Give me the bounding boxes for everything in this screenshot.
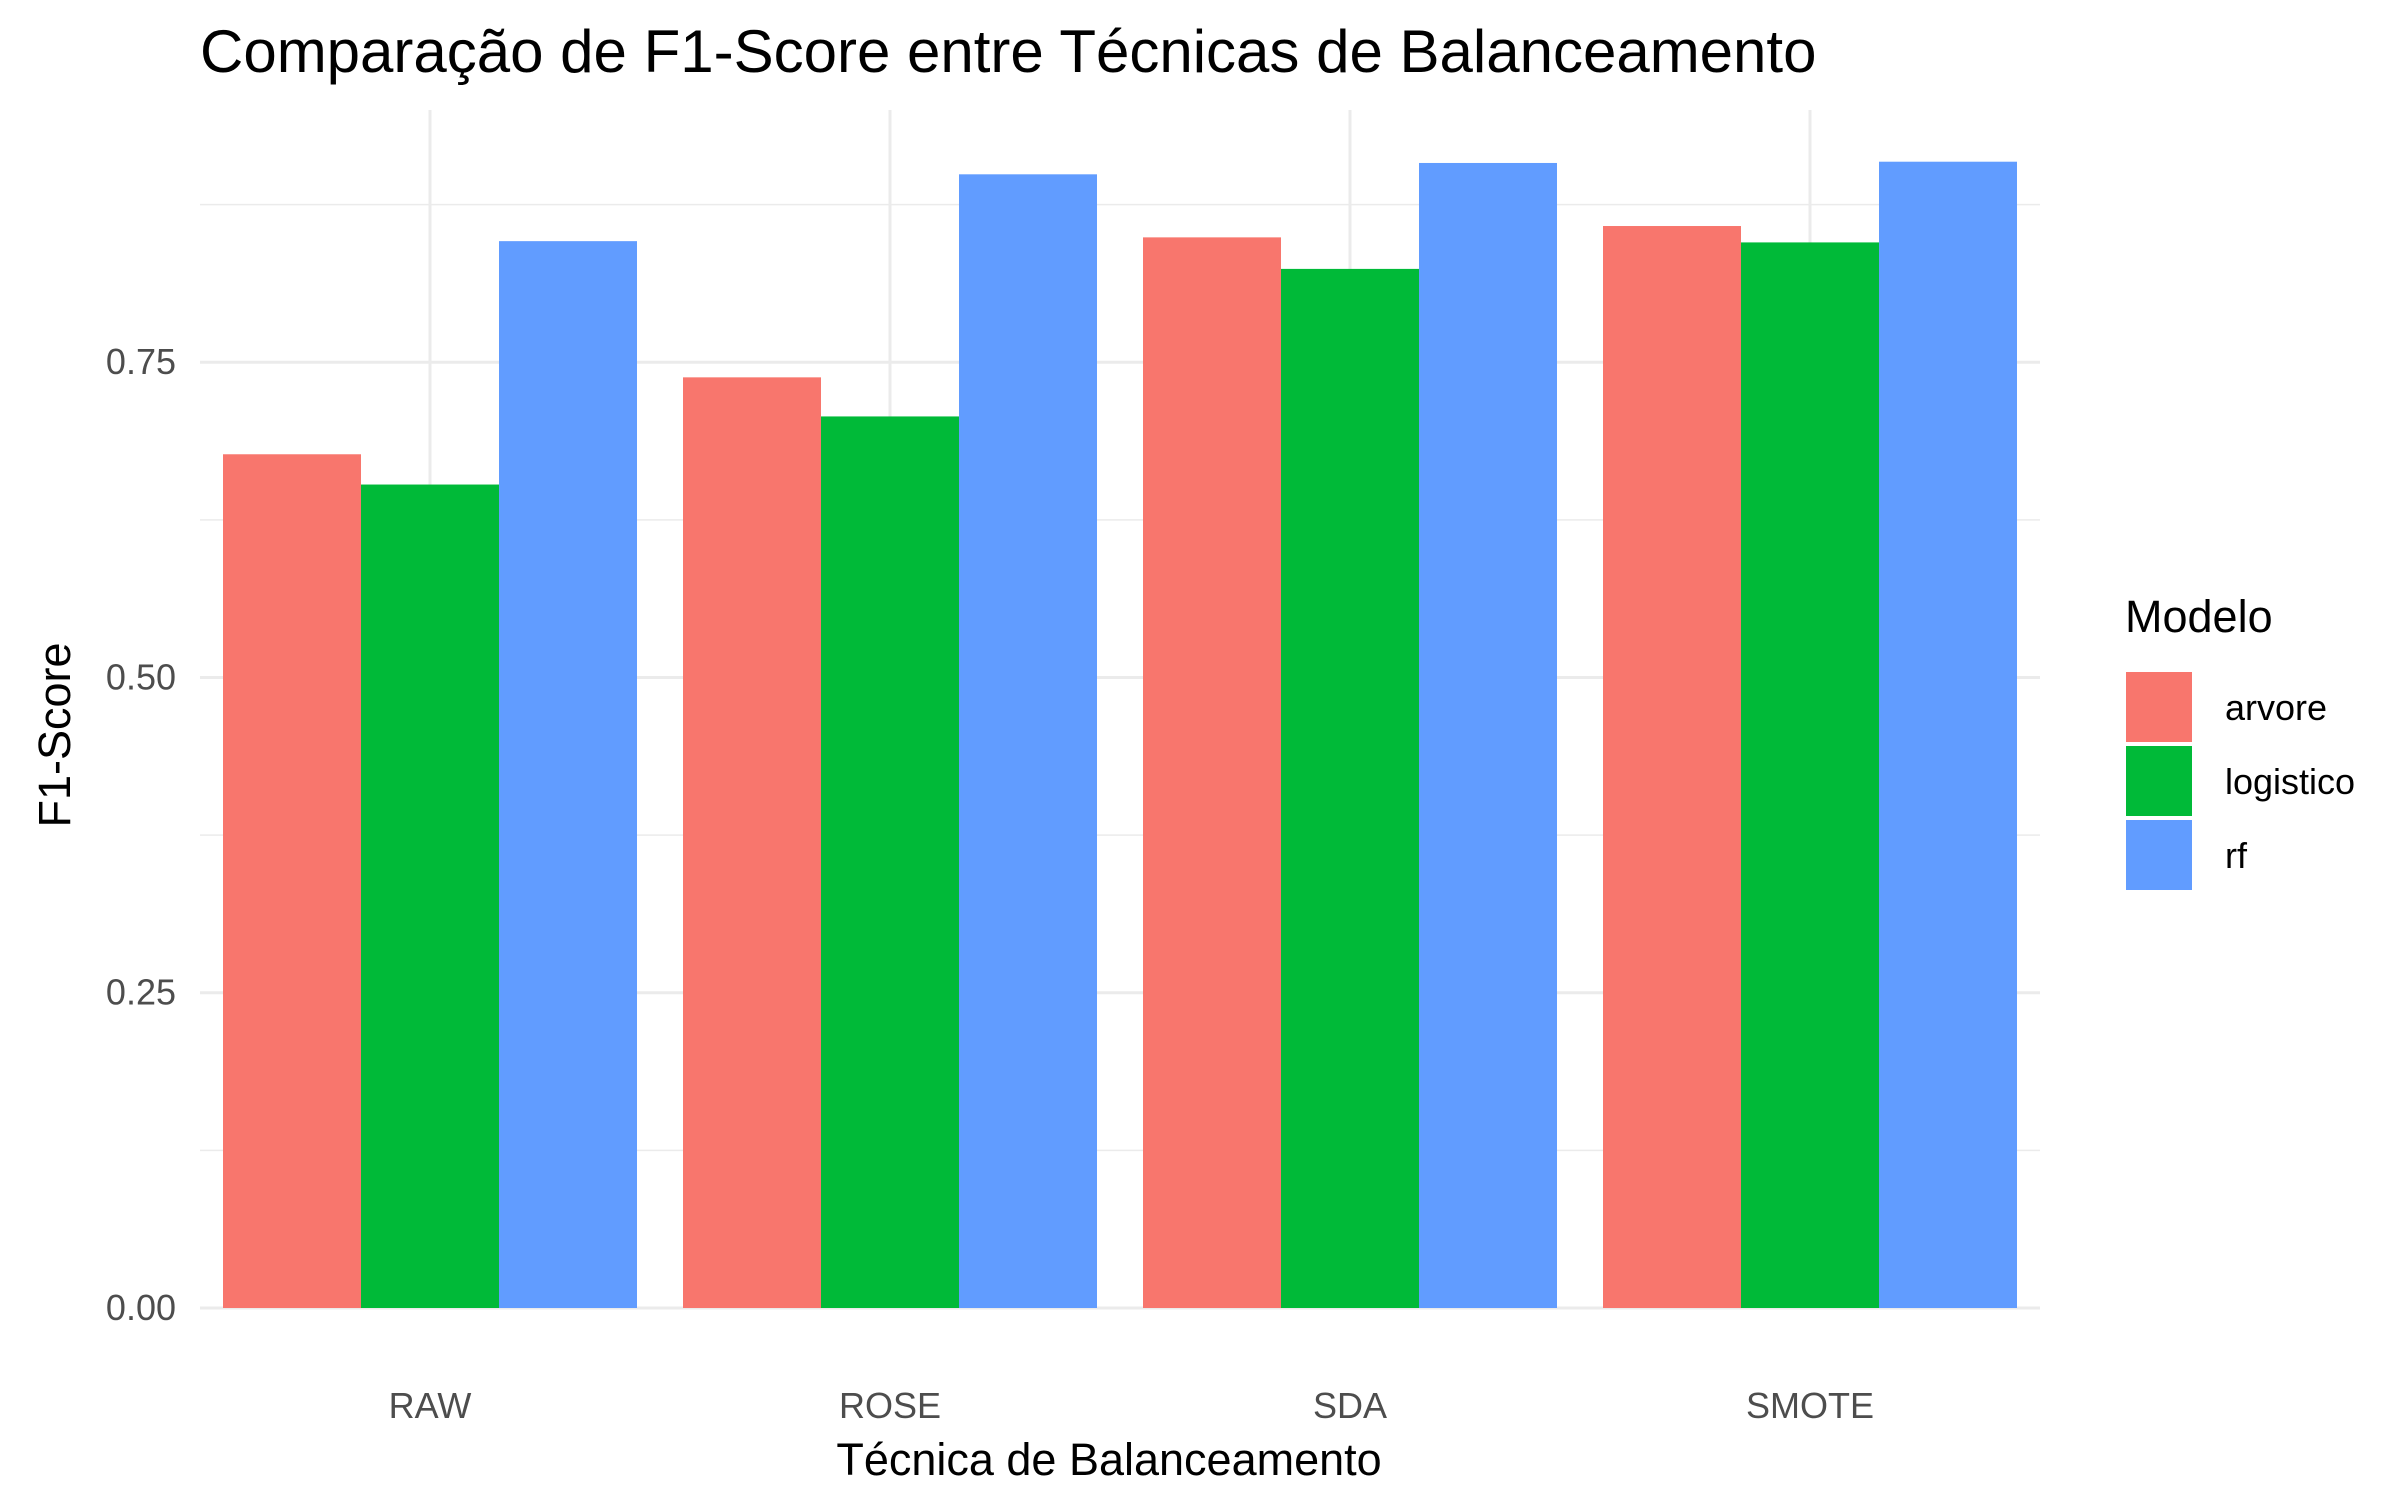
ticks-layer: 0.00 0.25 0.50 0.75 RAW ROSE SDA SMOTE [106,341,1874,1426]
bar-rf-rose [959,174,1097,1308]
legend-label-rf: rf [2225,835,2248,876]
x-tick-label: RAW [389,1385,472,1426]
bar-logistico-rose [821,416,959,1308]
legend-swatch-logistico [2126,746,2192,816]
legend-label-logistico: logistico [2225,761,2355,802]
bar-arvore-raw [223,454,361,1309]
legend-label-arvore: arvore [2225,687,2327,728]
y-tick-label: 0.75 [106,341,176,382]
bar-arvore-sda [1143,237,1281,1308]
y-tick-label: 0.00 [106,1287,176,1328]
bar-rf-sda [1419,162,1557,1308]
y-tick-label: 0.25 [106,972,176,1013]
chart-title: Comparação de F1-Score entre Técnicas de… [200,18,1816,85]
y-tick-label: 0.50 [106,656,176,697]
x-tick-label: ROSE [839,1385,941,1426]
bar-logistico-smote [1741,242,1879,1308]
bar-rf-smote [1879,161,2017,1309]
x-tick-label: SMOTE [1746,1385,1874,1426]
bars-layer [223,161,2017,1309]
legend-title: Modelo [2125,591,2273,642]
legend-swatch-rf [2126,820,2192,890]
legend-items: arvore logistico rf [2126,672,2355,890]
bar-arvore-rose [683,377,821,1309]
legend-swatch-arvore [2126,672,2192,742]
legend: Modelo arvore logistico rf [2125,591,2355,890]
x-tick-label: SDA [1313,1385,1387,1426]
x-axis-title: Técnica de Balanceamento [836,1434,1381,1485]
bar-arvore-smote [1603,226,1741,1308]
bar-logistico-raw [361,484,499,1309]
y-axis-title: F1-Score [29,642,80,827]
bar-rf-raw [499,241,637,1309]
bar-logistico-sda [1281,268,1419,1309]
